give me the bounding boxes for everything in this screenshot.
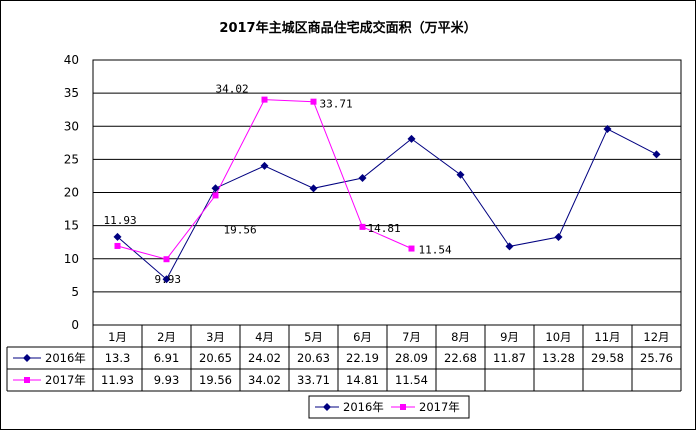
x-category-label: 5月 bbox=[304, 330, 323, 344]
data-point-diamond bbox=[505, 242, 514, 251]
table-cell: 20.63 bbox=[297, 351, 330, 365]
data-table: 1月 2月 3月 4月 5月 6月 7月 8月 9月 10月 11月 12月 2016年 13.3 6.91… bbox=[6, 325, 682, 392]
y-tick-label: 0 bbox=[71, 318, 79, 332]
x-category-label: 1月 bbox=[108, 330, 127, 344]
data-point-diamond bbox=[456, 170, 465, 179]
data-point-diamond bbox=[162, 275, 171, 284]
table-cell: 29.58 bbox=[591, 351, 624, 365]
legend: 2016年 2017年 bbox=[308, 395, 470, 419]
series-line-2 bbox=[117, 99, 412, 260]
data-point-diamond bbox=[407, 134, 416, 143]
row-label: 2017年 bbox=[45, 373, 86, 387]
x-category-label: 10月 bbox=[545, 330, 571, 344]
y-axis-ticks: 0 5 10 15 20 25 30 35 40 bbox=[64, 53, 79, 332]
table-cell: 14.81 bbox=[346, 373, 379, 387]
x-category-label: 2月 bbox=[157, 330, 176, 344]
data-point-diamond bbox=[260, 161, 269, 170]
data-label: 33.71 bbox=[320, 98, 353, 111]
x-category-label: 4月 bbox=[255, 330, 274, 344]
data-point-square bbox=[163, 256, 170, 263]
table-cell: 24.02 bbox=[248, 351, 281, 365]
x-category-label: 11月 bbox=[594, 330, 620, 344]
series-markers bbox=[113, 96, 661, 284]
data-label: 9.93 bbox=[155, 273, 182, 286]
series-line-1 bbox=[117, 128, 657, 280]
y-tick-label: 10 bbox=[64, 252, 79, 266]
legend-label: 2016年 bbox=[343, 400, 384, 414]
data-point-square bbox=[212, 192, 219, 199]
x-category-label: 8月 bbox=[451, 330, 470, 344]
data-point-diamond bbox=[113, 232, 122, 241]
y-tick-label: 40 bbox=[64, 53, 79, 67]
data-point-diamond bbox=[603, 125, 612, 134]
table-cell: 11.54 bbox=[395, 373, 428, 387]
data-label: 19.56 bbox=[224, 223, 257, 236]
table-cell: 25.76 bbox=[640, 351, 673, 365]
table-cell: 19.56 bbox=[199, 373, 232, 387]
table-cell: 22.19 bbox=[346, 351, 379, 365]
y-tick-label: 25 bbox=[64, 152, 79, 166]
data-label: 14.81 bbox=[368, 222, 401, 235]
table-cell: 11.87 bbox=[493, 351, 526, 365]
data-labels: 11.93 9.93 19.56 34.02 33.71 14.81 11.54 bbox=[104, 83, 452, 287]
table-cell: 33.71 bbox=[297, 373, 330, 387]
table-cell: 22.68 bbox=[444, 351, 477, 365]
data-label: 11.93 bbox=[104, 214, 137, 227]
data-point-square bbox=[310, 98, 317, 105]
row-key-marker bbox=[24, 377, 30, 383]
legend-key-marker bbox=[400, 404, 406, 410]
row-key-marker bbox=[23, 354, 31, 362]
data-point-diamond bbox=[554, 233, 563, 242]
data-point-square bbox=[408, 245, 415, 252]
y-tick-label: 20 bbox=[64, 186, 79, 200]
table-cell: 13.3 bbox=[105, 351, 131, 365]
legend-label: 2017年 bbox=[419, 400, 460, 414]
gridlines bbox=[92, 59, 682, 326]
y-tick-label: 15 bbox=[64, 219, 79, 233]
x-category-label: 3月 bbox=[206, 330, 225, 344]
x-category-label: 6月 bbox=[353, 330, 372, 344]
data-point-square bbox=[261, 96, 268, 103]
y-tick-label: 30 bbox=[64, 119, 79, 133]
table-cell: 9.93 bbox=[154, 373, 180, 387]
x-category-label: 7月 bbox=[402, 330, 421, 344]
legend-key-marker bbox=[323, 403, 331, 411]
row-label: 2016年 bbox=[45, 351, 86, 365]
x-category-label: 9月 bbox=[500, 330, 519, 344]
data-point-diamond bbox=[309, 184, 318, 193]
data-point-square bbox=[359, 223, 366, 230]
table-cell: 28.09 bbox=[395, 351, 428, 365]
data-label: 11.54 bbox=[419, 244, 452, 257]
y-tick-label: 5 bbox=[71, 285, 79, 299]
data-point-square bbox=[114, 242, 121, 249]
x-category-label: 12月 bbox=[643, 330, 669, 344]
table-cell: 20.65 bbox=[199, 351, 232, 365]
table-cell: 34.02 bbox=[248, 373, 281, 387]
data-point-diamond bbox=[652, 150, 661, 159]
data-point-diamond bbox=[211, 184, 220, 193]
table-cell: 11.93 bbox=[101, 373, 134, 387]
data-point-diamond bbox=[358, 173, 367, 182]
table-cell: 13.28 bbox=[542, 351, 575, 365]
y-tick-label: 35 bbox=[64, 86, 79, 100]
chart-title: 2017年主城区商品住宅成交面积（万平米） bbox=[219, 20, 476, 36]
data-label: 34.02 bbox=[216, 83, 249, 96]
legend-box bbox=[308, 395, 470, 419]
table-cell: 6.91 bbox=[154, 351, 180, 365]
